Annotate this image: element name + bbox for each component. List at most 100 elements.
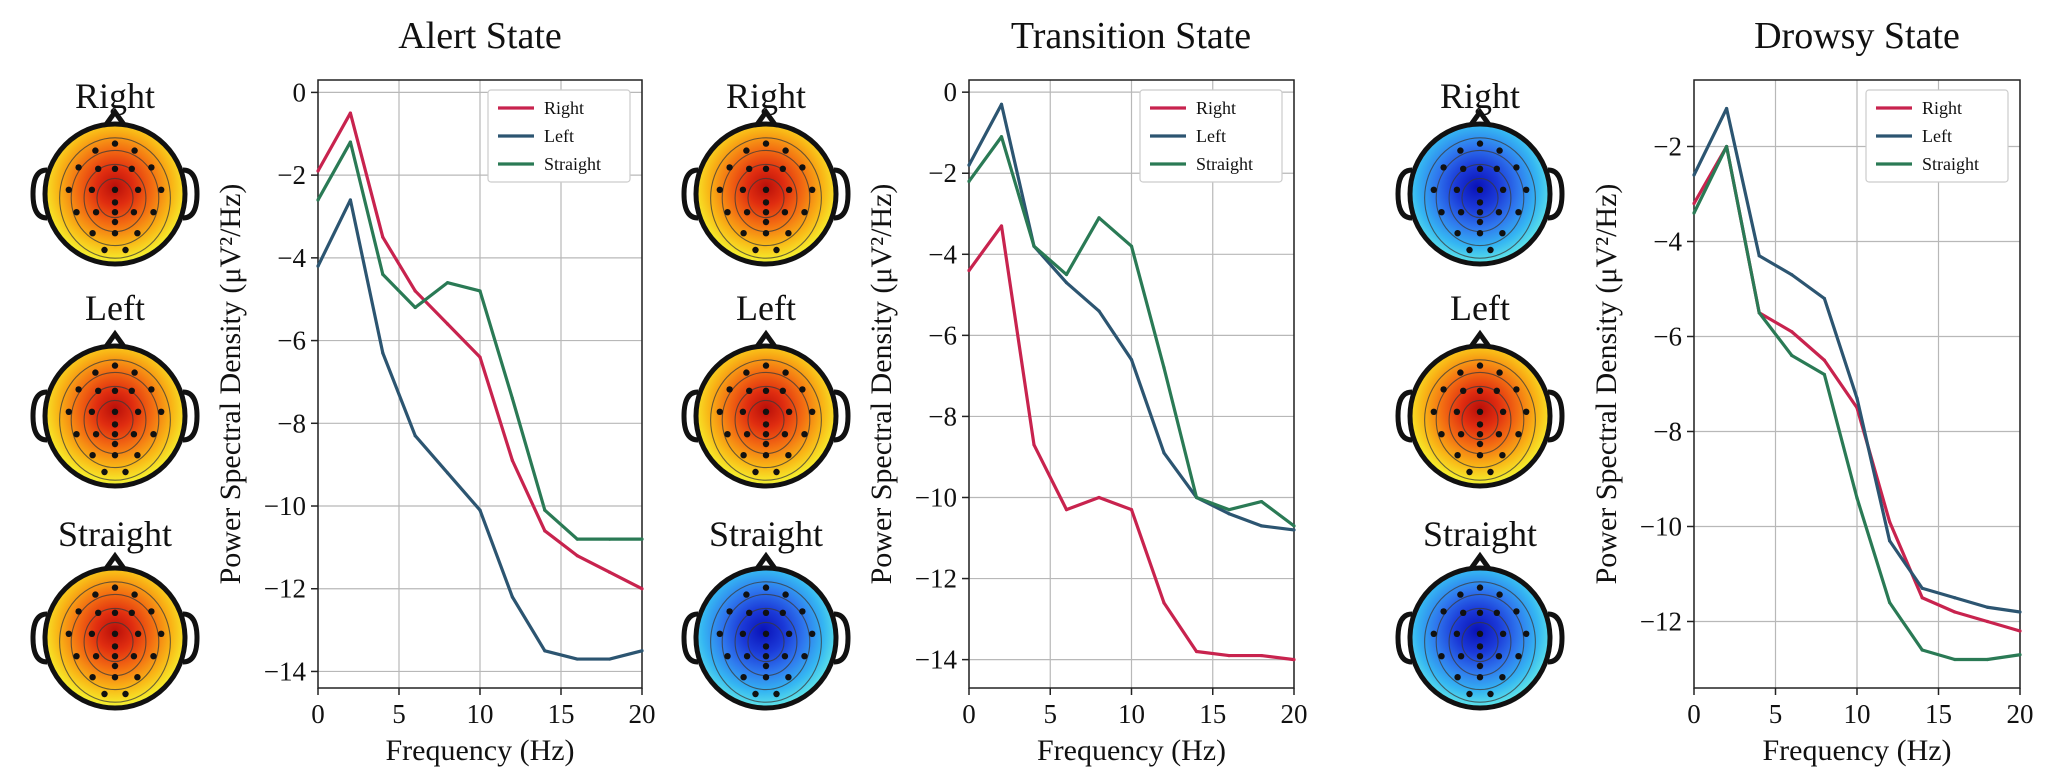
head-ear-right bbox=[1547, 611, 1565, 665]
y-tick-label: −8 bbox=[928, 401, 957, 431]
electrode-dot bbox=[1476, 230, 1484, 237]
x-tick-label: 5 bbox=[1044, 699, 1058, 729]
topomap-left: Left bbox=[681, 288, 851, 489]
data-point-left bbox=[478, 508, 482, 512]
electrode-dot bbox=[716, 630, 723, 637]
electrode-dot bbox=[1476, 584, 1484, 591]
electrode-dot bbox=[111, 186, 119, 193]
electrode-dot bbox=[134, 230, 141, 237]
topomap-right: Right bbox=[1395, 76, 1565, 267]
electrode-dot bbox=[1476, 362, 1484, 369]
electrode-dot bbox=[92, 209, 100, 216]
head-ear-left bbox=[681, 611, 699, 665]
data-point-straight bbox=[1822, 372, 1826, 377]
topomap-label: Straight bbox=[1423, 514, 1537, 554]
x-tick-label: 0 bbox=[311, 699, 325, 729]
electrode-dot bbox=[799, 164, 806, 171]
electrode-dot bbox=[1454, 230, 1461, 237]
x-tick-label: 0 bbox=[1687, 699, 1701, 729]
data-point-straight bbox=[1032, 244, 1036, 248]
head-ear-right bbox=[182, 611, 200, 665]
electrode-dot bbox=[746, 387, 753, 394]
electrode-dot bbox=[1496, 369, 1503, 376]
electrode-dot bbox=[785, 674, 792, 681]
data-point-right bbox=[348, 111, 352, 115]
electrode-dot bbox=[1438, 209, 1445, 216]
data-point-left bbox=[381, 351, 385, 355]
electrode-dot bbox=[65, 186, 73, 193]
contour-line bbox=[747, 177, 785, 219]
electrode-dot bbox=[1430, 186, 1438, 193]
head-ear-right bbox=[833, 611, 851, 665]
electrode-dot bbox=[739, 630, 747, 637]
chart-title: Drowsy State bbox=[1754, 15, 1960, 57]
data-point-left bbox=[1953, 596, 1957, 600]
data-point-left bbox=[413, 434, 417, 438]
electrode-dot bbox=[743, 431, 751, 438]
y-tick-label: −4 bbox=[928, 239, 957, 269]
electrode-dot bbox=[65, 630, 73, 637]
contour-line bbox=[1461, 621, 1499, 663]
electrode-dot bbox=[1513, 164, 1520, 171]
head-ear-right bbox=[182, 167, 200, 221]
scalp-map bbox=[693, 343, 839, 489]
data-point-straight bbox=[1129, 244, 1134, 248]
electrode-dot bbox=[762, 140, 770, 147]
electrode-dot bbox=[1493, 387, 1501, 394]
head-ear-left bbox=[30, 167, 48, 221]
electrode-dot bbox=[95, 165, 102, 172]
scalp-map bbox=[1407, 121, 1553, 267]
data-point-right bbox=[413, 289, 417, 293]
electrode-dot bbox=[92, 591, 99, 598]
electrode-dot bbox=[158, 630, 165, 637]
electrode-dot bbox=[1496, 147, 1503, 154]
electrode-dot bbox=[89, 230, 96, 237]
electrode-dot bbox=[740, 674, 747, 681]
electrode-dot bbox=[809, 186, 816, 193]
electrode-dot bbox=[1476, 387, 1484, 394]
legend-label: Straight bbox=[1196, 154, 1253, 174]
electrode-dot bbox=[111, 674, 119, 681]
x-tick-label: 15 bbox=[548, 699, 575, 729]
electrode-dot bbox=[1513, 608, 1520, 615]
y-tick-label: 0 bbox=[293, 77, 307, 107]
electrode-dot bbox=[752, 690, 759, 698]
y-tick-label: −10 bbox=[264, 491, 306, 521]
data-point-straight bbox=[575, 537, 579, 541]
data-point-left bbox=[640, 649, 644, 653]
electrode-dot bbox=[762, 209, 770, 216]
electrode-dot bbox=[150, 431, 157, 438]
data-point-right bbox=[1064, 508, 1069, 512]
electrode-dot bbox=[73, 209, 80, 216]
data-point-left bbox=[1757, 254, 1761, 258]
electrode-dot bbox=[111, 662, 119, 670]
data-point-left bbox=[608, 657, 612, 661]
y-tick-label: −10 bbox=[915, 482, 957, 512]
contour-line bbox=[1461, 177, 1499, 219]
y-tick-label: −2 bbox=[277, 160, 306, 190]
electrode-dot bbox=[1476, 452, 1484, 459]
data-point-straight bbox=[543, 508, 547, 512]
electrode-dot bbox=[1430, 630, 1438, 637]
electrode-dot bbox=[752, 468, 759, 476]
electrode-dot bbox=[724, 653, 731, 660]
electrode-dot bbox=[158, 186, 165, 193]
electrode-dot bbox=[1476, 199, 1484, 206]
contour-line bbox=[96, 399, 134, 441]
data-point-straight bbox=[2018, 653, 2022, 657]
head-nose bbox=[102, 551, 128, 572]
data-point-right bbox=[1194, 649, 1199, 654]
data-point-left bbox=[1822, 296, 1826, 301]
electrode-dot bbox=[762, 653, 770, 660]
electrode-dot bbox=[134, 630, 142, 637]
data-point-right bbox=[316, 169, 320, 173]
x-tick-label: 10 bbox=[467, 699, 494, 729]
data-point-straight bbox=[1097, 216, 1101, 220]
head-ear-right bbox=[182, 389, 200, 443]
electrode-dot bbox=[781, 209, 789, 216]
electrode-dot bbox=[1466, 690, 1473, 698]
electrode-dot bbox=[762, 186, 770, 193]
electrode-dot bbox=[1476, 218, 1484, 226]
contour-line bbox=[1435, 593, 1525, 691]
data-point-left bbox=[1855, 396, 1859, 400]
